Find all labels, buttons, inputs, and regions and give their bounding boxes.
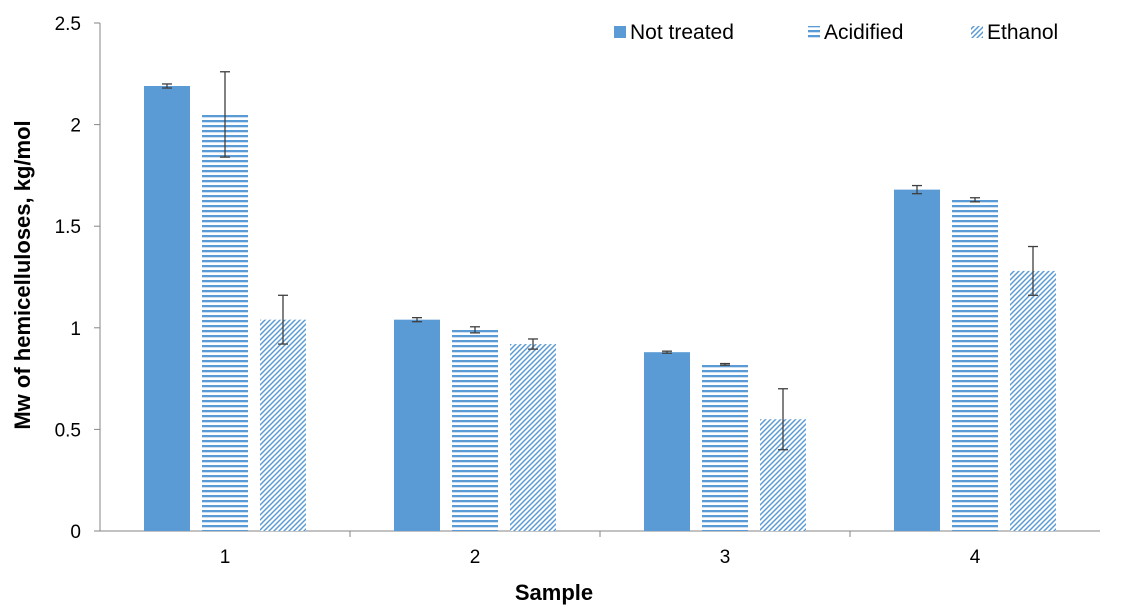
error-bar bbox=[778, 388, 788, 451]
bar bbox=[702, 364, 748, 531]
bar bbox=[144, 85, 190, 531]
x-tick-label: 3 bbox=[720, 547, 731, 568]
error-bar bbox=[720, 362, 730, 366]
y-tick-label: 2 bbox=[70, 116, 81, 137]
y-axis-title: Mw of hemicelluloses, kg/mol bbox=[10, 120, 35, 429]
bar bbox=[510, 344, 556, 531]
y-tick-label: 2.5 bbox=[55, 14, 81, 35]
y-tick-label: 0 bbox=[70, 522, 81, 543]
error-bar bbox=[970, 197, 980, 203]
error-bar bbox=[470, 326, 480, 334]
error-bar bbox=[1028, 245, 1038, 296]
legend-label: Ethanol bbox=[987, 21, 1058, 44]
bar bbox=[260, 319, 306, 531]
bar bbox=[894, 189, 940, 531]
legend-entry: Not treated bbox=[614, 21, 734, 44]
error-bar bbox=[662, 350, 672, 354]
bar bbox=[952, 199, 998, 531]
legend-label: Not treated bbox=[630, 21, 734, 44]
legend-swatch bbox=[808, 26, 820, 38]
legend-entry: Acidified bbox=[808, 21, 903, 44]
x-axis-title: Sample bbox=[515, 580, 593, 605]
tick-labels: 0 0.5 1 1.5 2 2.5 1 2 3 4 bbox=[55, 14, 981, 568]
bar bbox=[452, 329, 498, 531]
error-bar bbox=[278, 294, 288, 345]
error-bar bbox=[412, 316, 422, 323]
bar bbox=[1010, 270, 1056, 531]
x-tick-label: 2 bbox=[470, 547, 481, 568]
y-tick-label: 0.5 bbox=[55, 420, 81, 441]
legend-label: Acidified bbox=[824, 21, 903, 44]
x-tick-label: 1 bbox=[220, 547, 231, 568]
bars bbox=[144, 85, 1056, 531]
y-tick-label: 1 bbox=[70, 319, 81, 340]
error-bar bbox=[912, 184, 922, 195]
legend-entry: Ethanol bbox=[971, 21, 1058, 44]
bar bbox=[202, 114, 248, 531]
legend-swatch bbox=[614, 26, 626, 38]
bar bbox=[394, 319, 440, 531]
error-bars bbox=[162, 71, 1038, 451]
x-tick-label: 4 bbox=[970, 547, 981, 568]
legend-swatch bbox=[971, 26, 983, 38]
error-bar bbox=[220, 71, 230, 158]
error-bar bbox=[528, 338, 538, 350]
error-bar bbox=[162, 83, 172, 89]
bar bbox=[644, 352, 690, 531]
legend: Not treated Acidified Ethanol bbox=[614, 21, 1058, 44]
y-tick-label: 1.5 bbox=[55, 217, 81, 238]
